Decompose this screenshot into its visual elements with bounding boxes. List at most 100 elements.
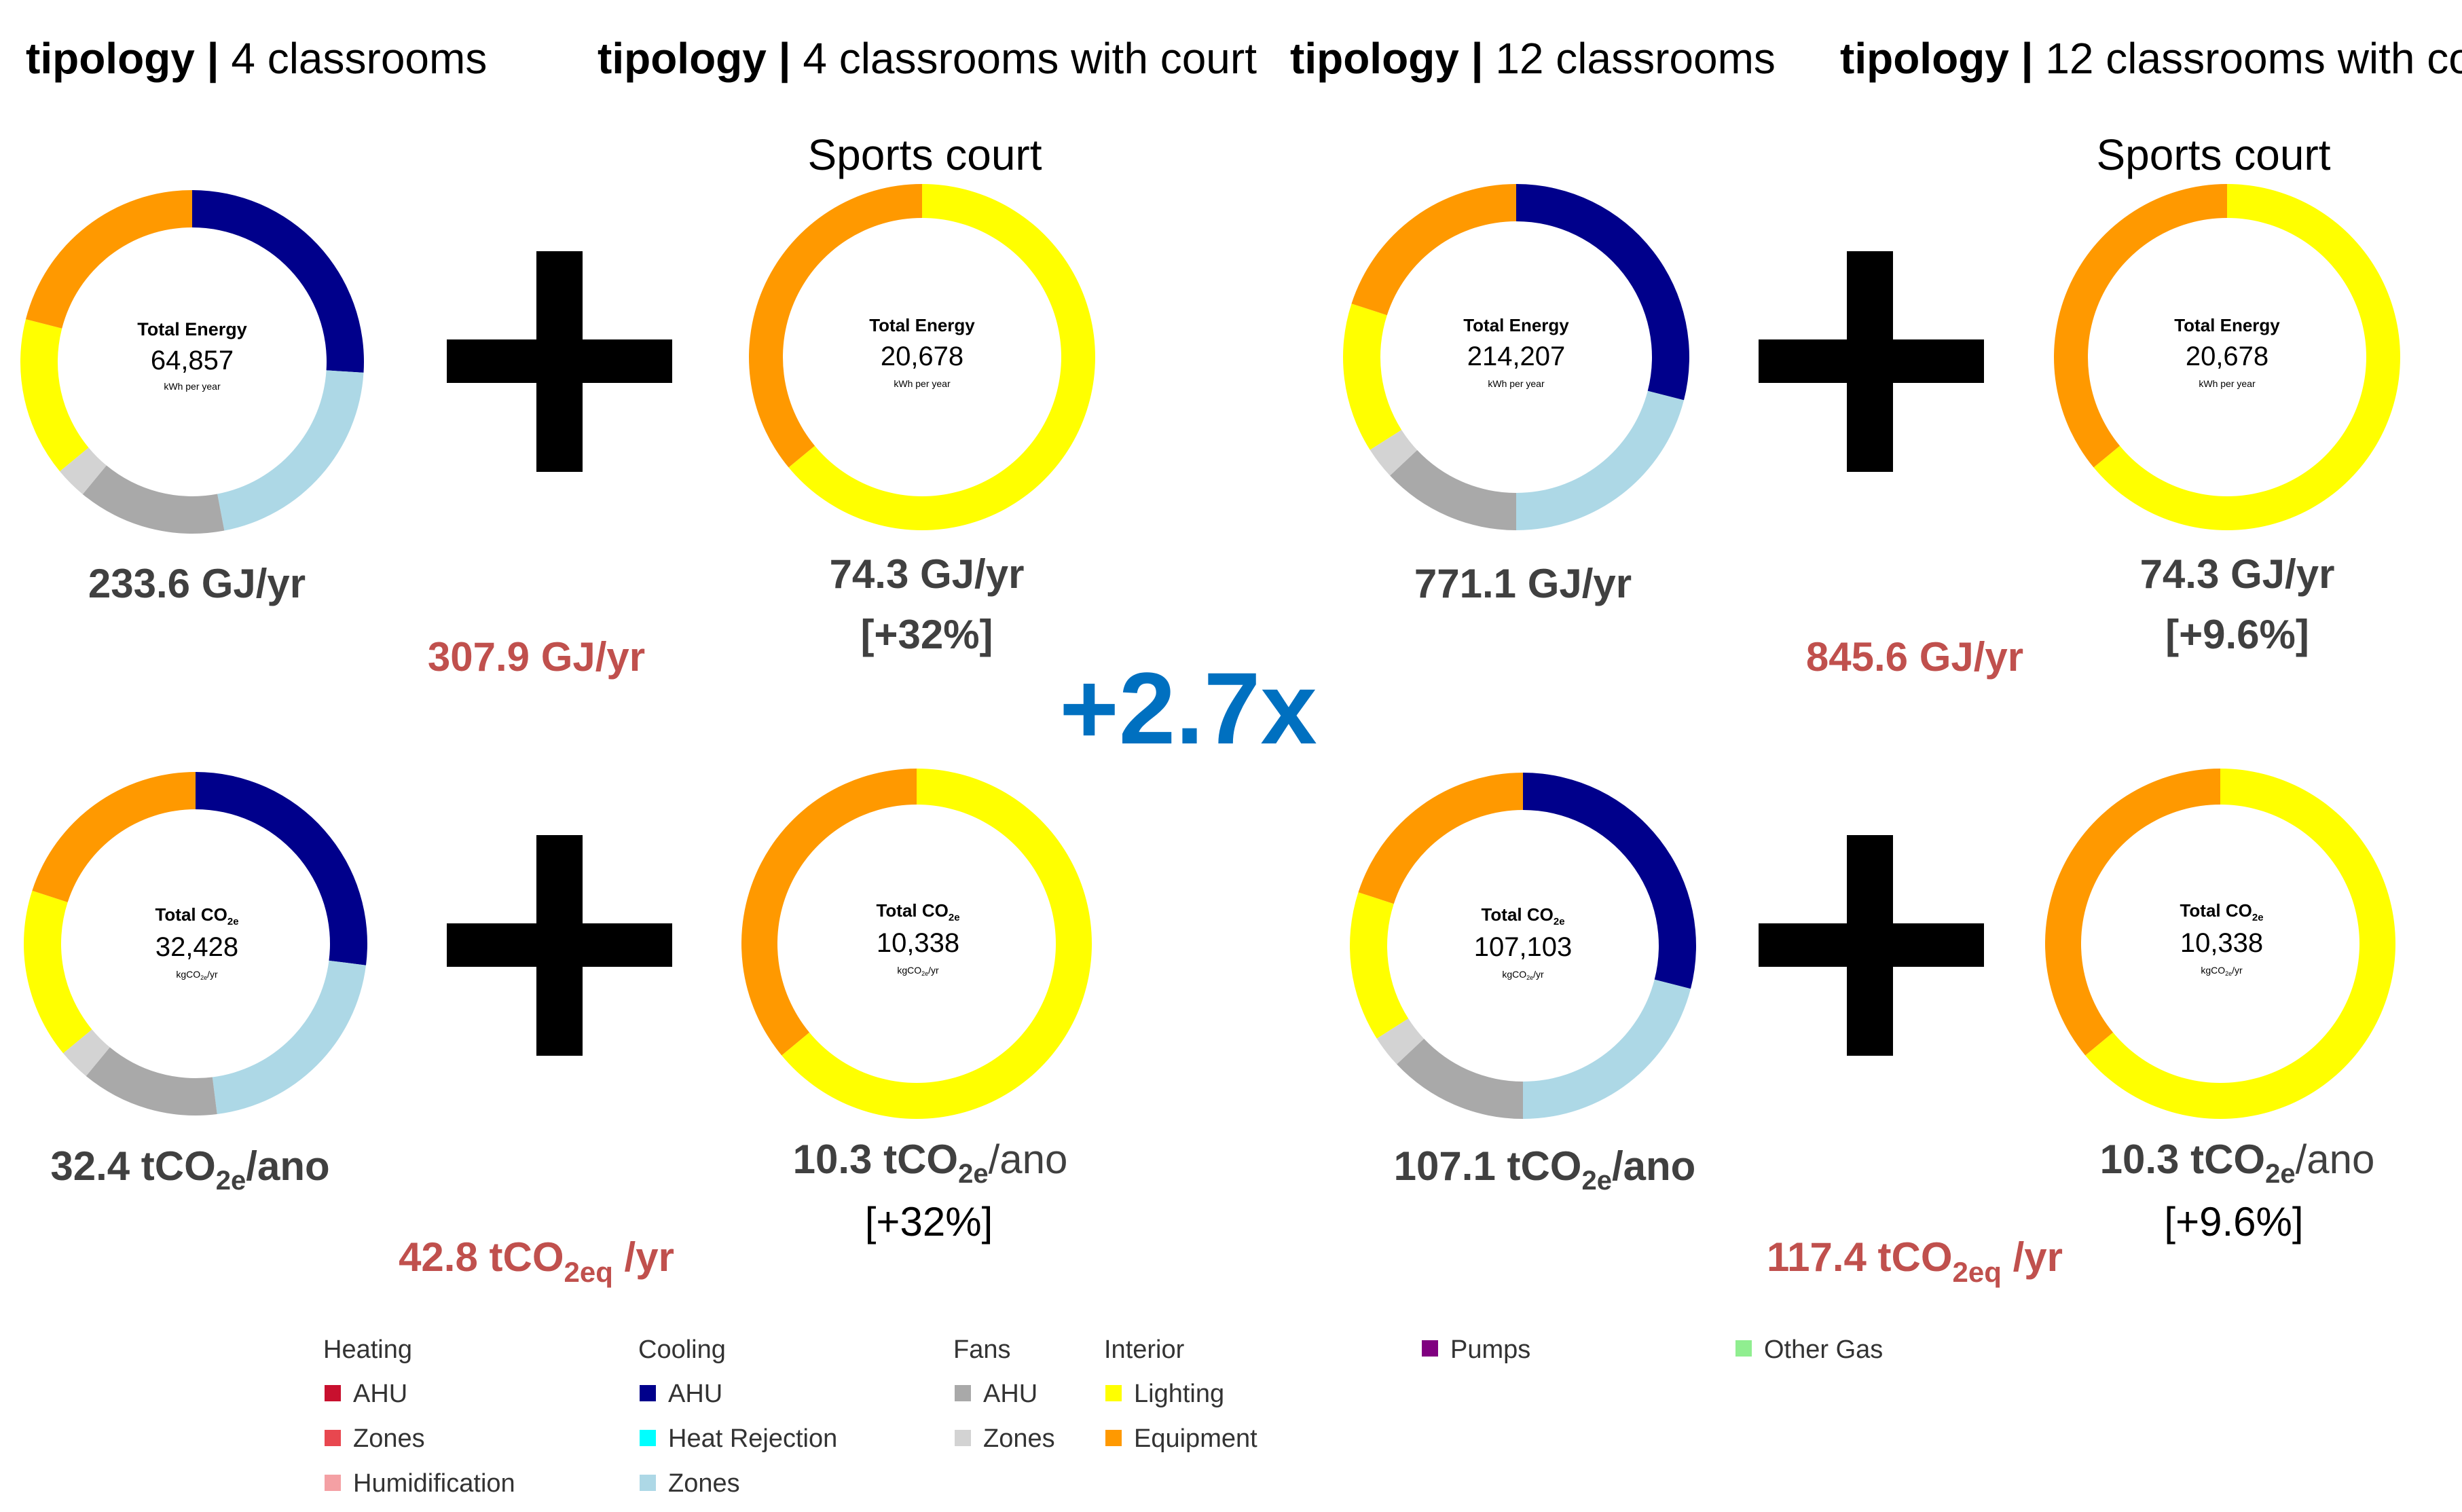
donut-slice-fans-ahu bbox=[1397, 1038, 1523, 1119]
center-value: 32,428 bbox=[155, 932, 238, 962]
legend-group-pumps: Pumps bbox=[1422, 1335, 1530, 1364]
donut-slice-lighting bbox=[20, 319, 89, 472]
legend-group-interior: Interior Lighting Equipment bbox=[1104, 1335, 1257, 1453]
legend-group-fans: Fans AHU Zones bbox=[953, 1335, 1055, 1453]
legend-group-heating: Heating AHU Zones Humidification bbox=[323, 1335, 515, 1498]
center-co2-12: Total CO2e 107,103 kgCO2e/yr bbox=[1474, 904, 1573, 981]
center-energy-4: Total Energy 64,857 kWh per year bbox=[137, 319, 247, 392]
donut-slice-equipment bbox=[2054, 184, 2227, 468]
donut-slice-lighting bbox=[788, 184, 1096, 530]
value-label-energy-court-b: 74.3 GJ/yr bbox=[2140, 551, 2335, 597]
legend-label: AHU bbox=[983, 1380, 1037, 1408]
legend-swatch bbox=[1105, 1385, 1122, 1401]
donut-slice-cooling-ahu bbox=[192, 190, 364, 373]
legend-swatch bbox=[325, 1475, 341, 1491]
center-value: 10,338 bbox=[2180, 928, 2263, 958]
plus-icon bbox=[1759, 835, 1984, 1056]
donut-slice-lighting bbox=[2093, 184, 2401, 530]
sports-court-label-a: Sports court bbox=[807, 130, 1042, 179]
center-unit: kgCO2e/yr bbox=[2201, 965, 2243, 977]
legend-swatch bbox=[640, 1430, 656, 1446]
donut-slice-equipment bbox=[1351, 184, 1516, 316]
value-label-co2-4: 32.4 tCO2e/ano bbox=[50, 1143, 329, 1196]
legend-label: AHU bbox=[353, 1380, 407, 1408]
multiplier-label: +2.7x bbox=[1059, 651, 1317, 765]
donut-slice-fans-ahu bbox=[82, 465, 225, 534]
donut-slice-cooling-zones bbox=[212, 960, 367, 1115]
center-value: 64,857 bbox=[151, 346, 234, 375]
plus-icon bbox=[447, 835, 672, 1056]
center-co2-4: Total CO2e 32,428 kgCO2e/yr bbox=[155, 904, 238, 981]
donut-slice-equipment bbox=[2044, 769, 2220, 1056]
center-value: 10,338 bbox=[877, 928, 959, 958]
legend-swatch bbox=[955, 1385, 971, 1401]
legend-label: Pumps bbox=[1450, 1335, 1530, 1364]
donut-slice-lighting bbox=[2085, 769, 2395, 1120]
legend-label: Zones bbox=[353, 1424, 425, 1453]
donut-slice-lighting bbox=[782, 769, 1092, 1119]
donut-slice-cooling-ahu bbox=[196, 772, 367, 965]
legend-label: Other Gas bbox=[1764, 1335, 1883, 1364]
center-title: Total CO2e bbox=[2180, 900, 2263, 923]
donut-energy-12-classrooms bbox=[1343, 184, 1690, 530]
center-title: Total CO2e bbox=[876, 900, 959, 923]
legend-swatch bbox=[640, 1385, 656, 1401]
donut-slice-cooling-zones bbox=[217, 370, 364, 531]
legend-group-other-gas: Other Gas bbox=[1735, 1335, 1883, 1364]
center-unit: kgCO2e/yr bbox=[176, 969, 218, 981]
center-title: Total Energy bbox=[137, 319, 247, 339]
donut-slice-fans-ahu bbox=[1390, 449, 1516, 530]
legend-swatch bbox=[1735, 1340, 1752, 1357]
heading-4-classrooms-court: tipology | 4 classrooms with court bbox=[598, 34, 1257, 84]
heading-4-classrooms: tipology | 4 classrooms bbox=[26, 34, 487, 84]
plus-icon bbox=[447, 251, 672, 472]
legend-swatch bbox=[640, 1475, 656, 1491]
value-label-co2-12: 107.1 tCO2e/ano bbox=[1394, 1143, 1696, 1196]
value-sub-co2-court-a: [+32%] bbox=[865, 1199, 993, 1244]
donut-slice-equipment bbox=[1358, 773, 1523, 904]
donut-energy-court-a bbox=[749, 184, 1096, 530]
legend-group-cooling: Cooling AHU Heat Rejection Zones bbox=[638, 1335, 837, 1498]
donut-slice-lighting bbox=[1350, 892, 1409, 1039]
donut-slice-fans-ahu bbox=[86, 1047, 217, 1116]
total-co2-4-with-court: 42.8 tCO2eq /yr bbox=[399, 1234, 674, 1288]
value-sub-energy-court-b: [+9.6%] bbox=[2165, 612, 2309, 657]
center-energy-court-b: Total Energy 20,678 kWh per year bbox=[2174, 315, 2280, 389]
legend-swatch bbox=[325, 1385, 341, 1401]
center-value: 20,678 bbox=[2186, 342, 2268, 371]
legend-title: Heating bbox=[323, 1335, 412, 1364]
value-label-co2-court-b: 10.3 tCO2e/ano bbox=[2100, 1137, 2375, 1189]
center-unit: kWh per year bbox=[894, 378, 951, 389]
donut-slice-cooling-ahu bbox=[1523, 773, 1696, 989]
donut-co2-court-a bbox=[741, 769, 1092, 1119]
sports-court-label-b: Sports court bbox=[2096, 130, 2330, 179]
donut-co2-court-b bbox=[2044, 769, 2395, 1120]
heading-12-classrooms: tipology | 12 classrooms bbox=[1290, 34, 1776, 84]
center-value: 107,103 bbox=[1474, 932, 1573, 962]
donut-slice-fans-zones bbox=[60, 447, 107, 494]
plus-icon bbox=[1759, 251, 1984, 472]
value-label-energy-12: 771.1 GJ/yr bbox=[1414, 561, 1632, 606]
legend-label: Humidification bbox=[353, 1469, 515, 1498]
value-sub-energy-court-a: [+32%] bbox=[860, 612, 993, 657]
center-energy-12: Total Energy 214,207 kWh per year bbox=[1463, 315, 1569, 389]
legend-swatch bbox=[955, 1430, 971, 1446]
legend-label: AHU bbox=[668, 1380, 722, 1408]
legend: Heating AHU Zones Humidification Cooling… bbox=[323, 1335, 1883, 1498]
legend-label: Zones bbox=[668, 1469, 740, 1498]
value-label-energy-court-a: 74.3 GJ/yr bbox=[830, 551, 1025, 597]
legend-title: Cooling bbox=[638, 1335, 726, 1364]
center-title: Total CO2e bbox=[1481, 904, 1564, 927]
center-unit: kWh per year bbox=[164, 381, 221, 392]
center-title: Total Energy bbox=[1463, 315, 1569, 335]
donut-slice-equipment bbox=[741, 769, 917, 1056]
donut-slice-cooling-zones bbox=[1523, 979, 1691, 1119]
center-title: Total Energy bbox=[869, 315, 975, 335]
donut-slice-equipment bbox=[25, 190, 193, 329]
total-energy-4-with-court: 307.9 GJ/yr bbox=[428, 634, 645, 680]
center-unit: kWh per year bbox=[1488, 378, 1545, 389]
center-unit: kgCO2e/yr bbox=[1502, 969, 1544, 981]
donut-slice-fans-zones bbox=[1370, 430, 1418, 476]
